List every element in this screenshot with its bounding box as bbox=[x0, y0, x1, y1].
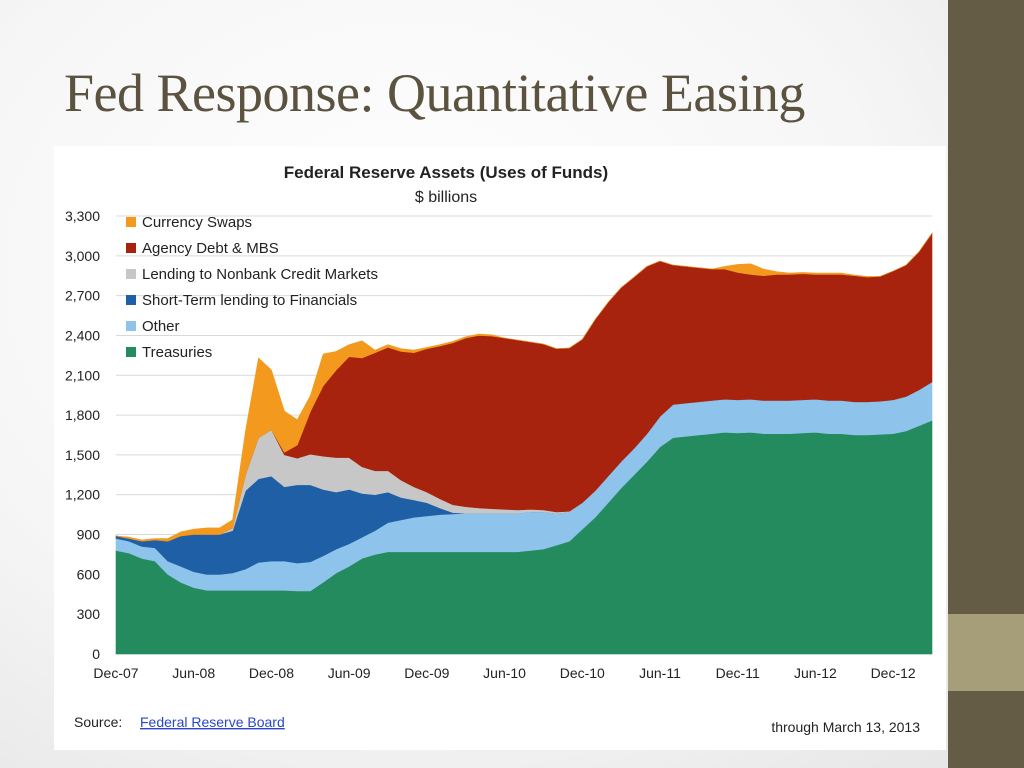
legend-label: Lending to Nonbank Credit Markets bbox=[142, 266, 378, 283]
legend-swatch bbox=[126, 269, 136, 279]
legend-swatch bbox=[126, 217, 136, 227]
x-tick-label: Dec-07 bbox=[93, 665, 138, 681]
chart-axes: 0 300 600 900 1,200 1,500 1,800 2,100 2,400 2,700… bbox=[65, 208, 916, 681]
legend-label: Short-Term lending to Financials bbox=[142, 292, 357, 309]
y-tick-label: 0 bbox=[92, 646, 100, 662]
chart-panel: Federal Reserve Assets (Uses of Funds) $… bbox=[54, 146, 946, 750]
slide-title: Fed Response: Quantitative Easing bbox=[64, 63, 805, 123]
legend-swatch bbox=[126, 243, 136, 253]
y-tick-label: 3,000 bbox=[65, 248, 100, 264]
y-tick-label: 1,500 bbox=[65, 447, 100, 463]
source-label: Source: bbox=[74, 714, 122, 730]
y-tick-label: 2,100 bbox=[65, 367, 100, 383]
chart-areas bbox=[115, 232, 933, 655]
legend-swatch bbox=[126, 321, 136, 331]
area-currency-swaps bbox=[115, 233, 933, 542]
y-tick-label: 1,200 bbox=[65, 487, 100, 503]
x-tick-label: Jun-12 bbox=[794, 665, 837, 681]
x-tick-label: Jun-09 bbox=[328, 665, 371, 681]
slide-sidebar-accent bbox=[948, 614, 1024, 691]
x-tick-label: Dec-08 bbox=[249, 665, 294, 681]
y-tick-label: 2,400 bbox=[65, 327, 100, 343]
through-date-note: through March 13, 2013 bbox=[771, 719, 920, 735]
y-tick-label: 3,300 bbox=[65, 208, 100, 224]
x-tick-label: Jun-08 bbox=[172, 665, 215, 681]
x-tick-label: Jun-10 bbox=[483, 665, 526, 681]
legend-label: Other bbox=[142, 318, 180, 335]
x-tick-label: Dec-12 bbox=[871, 665, 916, 681]
y-tick-label: 600 bbox=[77, 566, 101, 582]
chart-subtitle: $ billions bbox=[415, 189, 477, 206]
legend-swatch bbox=[126, 295, 136, 305]
legend-label: Treasuries bbox=[142, 344, 212, 361]
chart-legend: Currency Swaps Agency Debt & MBS Lending t… bbox=[126, 214, 378, 361]
federal-reserve-assets-chart: Federal Reserve Assets (Uses of Funds) $… bbox=[65, 163, 933, 735]
x-tick-label: Dec-11 bbox=[716, 665, 760, 681]
x-tick-label: Dec-10 bbox=[560, 665, 605, 681]
x-tick-label: Jun-11 bbox=[639, 665, 681, 681]
source-link[interactable]: Federal Reserve Board bbox=[140, 714, 285, 730]
x-tick-label: Dec-09 bbox=[404, 665, 449, 681]
y-tick-label: 1,800 bbox=[65, 407, 100, 423]
legend-label: Agency Debt & MBS bbox=[142, 240, 279, 257]
y-tick-label: 300 bbox=[77, 606, 101, 622]
legend-label: Currency Swaps bbox=[142, 214, 252, 231]
y-tick-label: 2,700 bbox=[65, 288, 100, 304]
legend-swatch bbox=[126, 347, 136, 357]
y-tick-label: 900 bbox=[77, 527, 101, 543]
chart-title: Federal Reserve Assets (Uses of Funds) bbox=[284, 163, 608, 182]
